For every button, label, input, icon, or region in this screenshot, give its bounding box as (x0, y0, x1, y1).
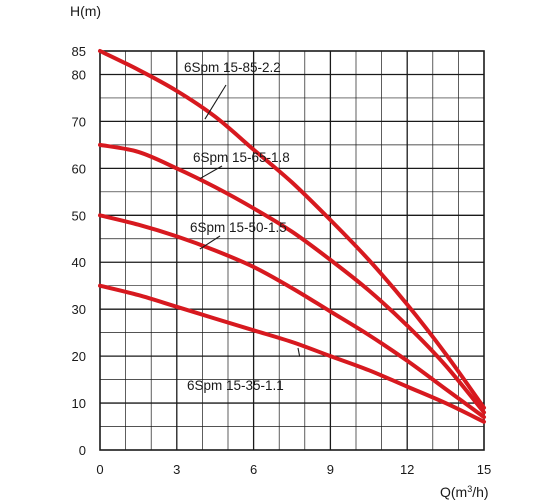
x-tick-label: 9 (327, 462, 334, 477)
y-tick-label: 10 (72, 396, 86, 411)
label-leader-line (204, 84, 227, 120)
y-tick-label: 70 (72, 114, 86, 129)
curve-6spm-15-50-1-5 (98, 213, 486, 420)
plot-frame (99, 50, 485, 451)
y-tick-label: 60 (72, 161, 86, 176)
series-label: 6Spm 15-50-1.5 (190, 220, 287, 235)
y-axis-title: H(m) (70, 3, 101, 19)
y-tick-label: 40 (72, 255, 86, 270)
tick-labels: 0 3 6 9 12 15 0 10 20 30 40 50 60 70 80 85 (72, 44, 492, 477)
x-tick-label: 15 (477, 462, 491, 477)
curve-6spm-15-65-1-8 (98, 142, 486, 415)
series-label: 6Spm 15-85-2.2 (184, 60, 281, 75)
label-leader-line (199, 235, 221, 250)
x-axis-title-prefix: Q(m (440, 484, 467, 500)
label-leader-line (199, 165, 223, 180)
x-axis-title-suffix: /h) (472, 484, 488, 500)
y-tick-label: 0 (79, 443, 86, 458)
label-leader-line (297, 347, 301, 357)
y-tick-label: 85 (72, 44, 86, 59)
curve-6spm-15-35-1-1 (98, 283, 486, 424)
series-label: 6Spm 15-65-1.8 (193, 150, 290, 165)
x-axis-title: Q(m3/h) (440, 484, 489, 500)
series-labels: 6Spm 15-85-2.2 6Spm 15-65-1.8 6Spm 15-50-1… (184, 60, 290, 393)
label-leaders (199, 84, 301, 357)
x-tick-label: 12 (400, 462, 414, 477)
curves (98, 49, 486, 424)
y-tick-label: 80 (72, 67, 86, 82)
x-axis-title-superscript: 3 (467, 484, 472, 494)
x-tick-label: 6 (250, 462, 257, 477)
series-label: 6Spm 15-35-1.1 (187, 378, 284, 393)
y-tick-label: 30 (72, 302, 86, 317)
y-tick-label: 50 (72, 208, 86, 223)
plot-border (99, 50, 485, 451)
curve-6spm-15-85-2-2 (98, 49, 486, 410)
x-tick-label: 3 (173, 462, 180, 477)
x-tick-label: 0 (96, 462, 103, 477)
y-tick-label: 20 (72, 349, 86, 364)
grid (100, 51, 484, 450)
